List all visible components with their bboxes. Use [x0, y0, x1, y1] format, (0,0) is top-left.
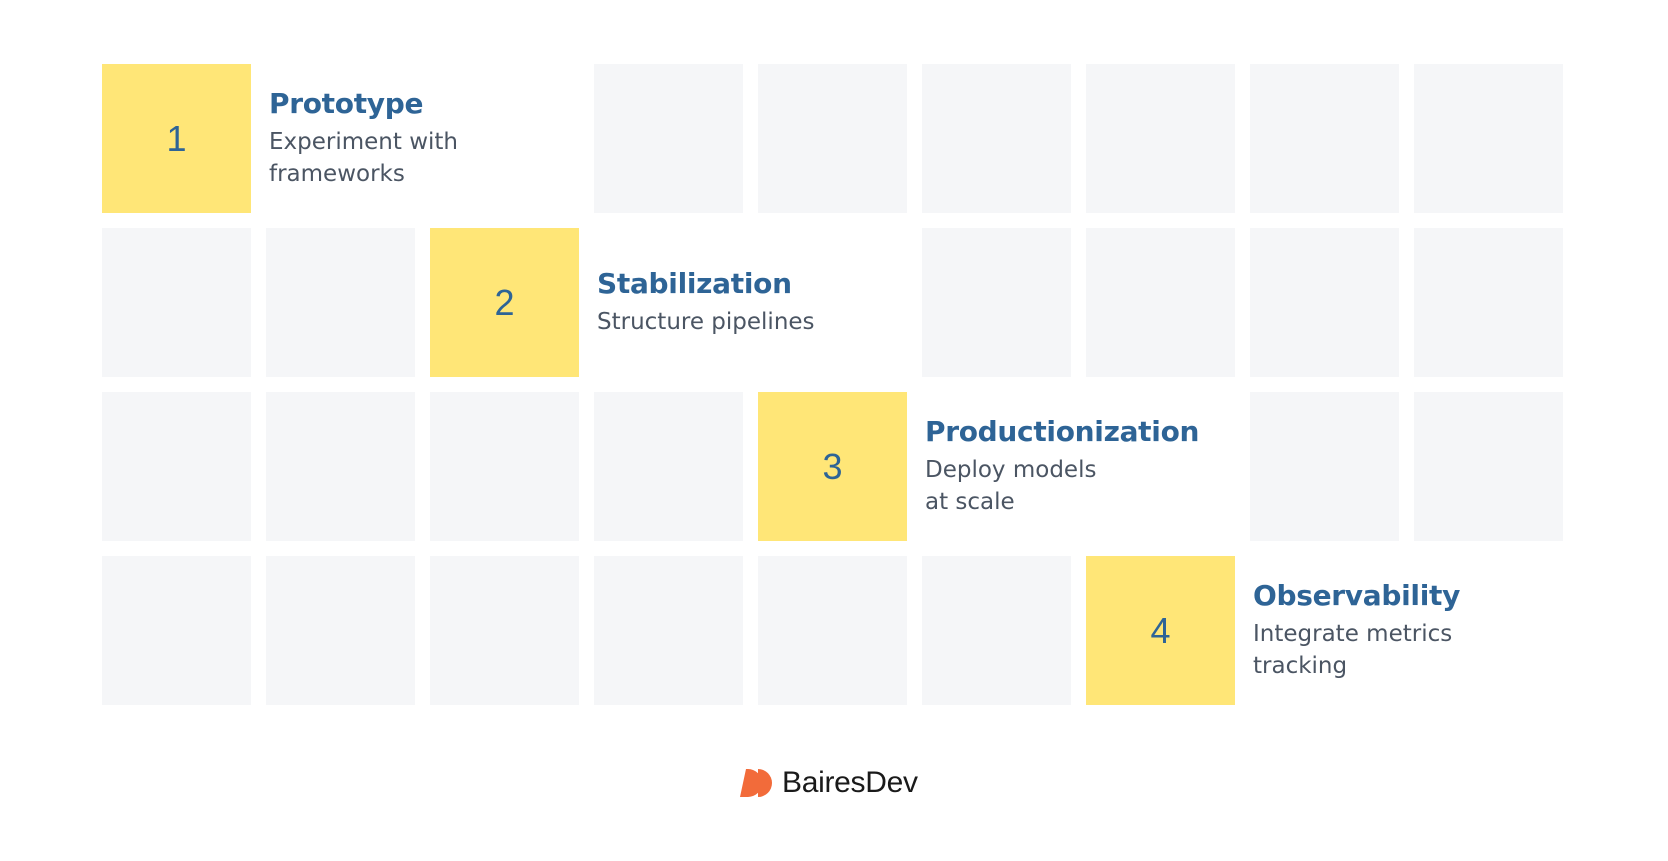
empty-cell	[922, 556, 1071, 705]
empty-cell	[594, 556, 743, 705]
empty-cell	[1250, 392, 1399, 541]
empty-cell	[266, 392, 415, 541]
empty-cell	[1250, 228, 1399, 377]
empty-cell	[922, 228, 1071, 377]
empty-cell	[430, 392, 579, 541]
empty-cell	[1086, 64, 1235, 213]
empty-cell	[758, 64, 907, 213]
step-description: Experiment with frameworks	[269, 129, 458, 187]
empty-cell	[102, 556, 251, 705]
step-text: Productionization Deploy models at scale	[925, 392, 1225, 541]
empty-cell	[922, 64, 1071, 213]
empty-cell	[1250, 64, 1399, 213]
step-text: Observability Integrate metrics tracking	[1253, 556, 1553, 705]
step-description: Deploy models at scale	[925, 457, 1097, 515]
empty-cell	[594, 392, 743, 541]
empty-cell	[1414, 228, 1563, 377]
empty-cell	[758, 556, 907, 705]
empty-cell	[266, 556, 415, 705]
step-number: 4	[1150, 609, 1171, 651]
step-number-box: 2	[430, 228, 579, 377]
empty-cell	[1086, 228, 1235, 377]
empty-cell	[102, 392, 251, 541]
empty-cell	[1414, 64, 1563, 213]
step-title: Observability	[1253, 579, 1461, 612]
step-number: 3	[822, 445, 843, 487]
step-number-box: 1	[102, 64, 251, 213]
step-number-box: 4	[1086, 556, 1235, 705]
empty-cell	[102, 228, 251, 377]
step-title: Prototype	[269, 87, 424, 120]
step-description: Integrate metrics tracking	[1253, 621, 1453, 679]
empty-cell	[1414, 392, 1563, 541]
step-title: Productionization	[925, 415, 1200, 448]
empty-cell	[430, 556, 579, 705]
bairesdev-logo-icon	[740, 769, 772, 797]
step-title: Stabilization	[597, 267, 792, 300]
step-number: 2	[494, 281, 515, 323]
empty-cell	[594, 64, 743, 213]
step-number-box: 3	[758, 392, 907, 541]
step-text: Stabilization Structure pipelines	[597, 228, 897, 377]
empty-cell	[266, 228, 415, 377]
step-description: Structure pipelines	[597, 309, 815, 335]
step-text: Prototype Experiment with frameworks	[269, 64, 569, 213]
logo-text: BairesDev	[782, 766, 918, 799]
brand-logo: BairesDev	[740, 766, 918, 800]
step-number: 1	[166, 117, 187, 159]
